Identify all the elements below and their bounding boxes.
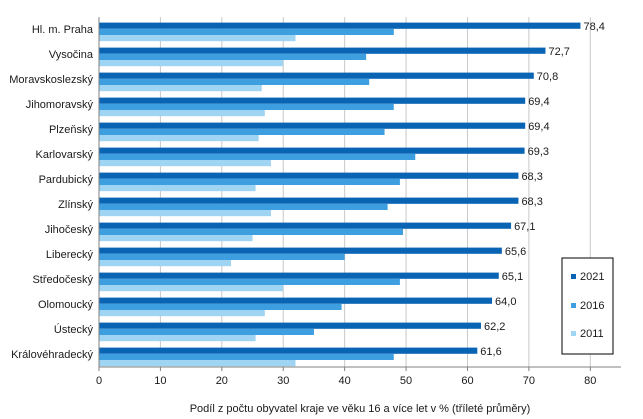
bar-2016 [99, 103, 394, 110]
data-label: 62,2 [484, 321, 505, 333]
bar-2011 [99, 310, 265, 317]
bar-2021 [99, 122, 526, 129]
x-tick-label: 70 [523, 375, 535, 387]
bar-2021 [99, 297, 493, 304]
category-label: Olomoucký [38, 299, 94, 311]
category-label: Zlínský [58, 199, 93, 211]
bar-2021 [99, 272, 499, 279]
category-label: Pardubický [39, 174, 94, 186]
category-label: Středočeský [32, 274, 93, 286]
bar-2016 [99, 328, 314, 335]
category-label: Plzeňský [49, 124, 94, 136]
data-label: 68,3 [521, 171, 542, 183]
bar-2011 [99, 35, 296, 42]
bar-2021 [99, 197, 519, 204]
bars [99, 22, 581, 367]
category-label: Královéhradecký [11, 349, 93, 361]
bar-2021 [99, 97, 526, 104]
x-tick-label: 60 [461, 375, 473, 387]
bar-2011 [99, 110, 265, 117]
x-tick-label: 0 [96, 375, 102, 387]
data-label: 65,1 [502, 271, 523, 283]
x-tick-label: 50 [400, 375, 412, 387]
data-label: 72,7 [548, 46, 569, 58]
bar-2011 [99, 335, 256, 342]
bar-2011 [99, 235, 253, 242]
bar-2016 [99, 128, 385, 135]
bar-2021 [99, 22, 581, 29]
category-label: Hl. m. Praha [32, 24, 94, 36]
bar-2011 [99, 60, 284, 67]
x-axis-title: Podíl z počtu obyvatel kraje ve věku 16 … [190, 403, 531, 415]
legend-swatch [571, 274, 576, 279]
category-label: Jihomoravský [26, 99, 94, 111]
bar-2016 [99, 228, 403, 235]
bar-2011 [99, 360, 296, 367]
bar-2016 [99, 178, 400, 185]
legend-swatch [571, 331, 576, 336]
data-label: 65,6 [505, 246, 526, 258]
x-tick-label: 10 [154, 375, 166, 387]
bar-2016 [99, 53, 367, 60]
bar-2021 [99, 322, 481, 329]
bar-2016 [99, 28, 394, 35]
x-tick-label: 30 [277, 375, 289, 387]
category-label: Karlovarský [36, 149, 94, 161]
bar-2016 [99, 278, 400, 285]
legend-label: 2011 [580, 328, 604, 340]
category-label: Liberecký [46, 249, 94, 261]
bar-2021 [99, 147, 525, 154]
bar-2016 [99, 78, 370, 85]
data-label: 67,1 [514, 221, 535, 233]
category-label: Ústecký [54, 323, 94, 336]
bar-2016 [99, 153, 416, 160]
bar-2011 [99, 160, 271, 167]
data-label: 70,8 [537, 71, 558, 83]
bar-2016 [99, 353, 394, 360]
bar-2021 [99, 247, 502, 254]
bar-2021 [99, 222, 512, 229]
bar-2021 [99, 72, 534, 79]
data-labels: 78,4 72,7 70,8 69,4 69,4 69,3 68,3 68,3 67,1 65,6… [480, 21, 605, 358]
bar-2016 [99, 203, 388, 210]
data-label: 69,3 [528, 146, 549, 158]
bar-2011 [99, 260, 232, 267]
category-labels: Hl. m. Praha Vysočina Moravskoslezský Jihom… [9, 24, 94, 361]
bar-2021 [99, 47, 546, 54]
data-label: 69,4 [528, 121, 549, 133]
bar-2016 [99, 303, 342, 310]
bar-2011 [99, 185, 256, 192]
data-label: 61,6 [480, 346, 501, 358]
data-label: 69,4 [528, 96, 549, 108]
bar-2011 [99, 285, 284, 292]
bar-2011 [99, 210, 271, 217]
legend-box [561, 257, 614, 355]
data-label: 64,0 [495, 296, 516, 308]
category-label: Jihočeský [45, 224, 94, 236]
x-tick-label: 20 [216, 375, 228, 387]
category-label: Moravskoslezský [9, 74, 93, 86]
bar-2011 [99, 85, 262, 92]
category-label: Vysočina [49, 49, 94, 61]
x-tick-label: 40 [339, 375, 351, 387]
x-tick-label: 80 [584, 375, 596, 387]
bar-2016 [99, 253, 345, 260]
x-axis: 0 10 20 30 40 50 60 70 80 [96, 17, 621, 387]
bar-2021 [99, 347, 478, 354]
legend-label: 2021 [580, 271, 604, 283]
data-label: 78,4 [583, 21, 604, 33]
bar-2021 [99, 172, 519, 179]
bar-2011 [99, 135, 259, 142]
legend-label: 2016 [580, 300, 604, 312]
legend-swatch [571, 303, 576, 308]
data-label: 68,3 [521, 196, 542, 208]
legend: 2021 2016 2011 [561, 257, 614, 355]
